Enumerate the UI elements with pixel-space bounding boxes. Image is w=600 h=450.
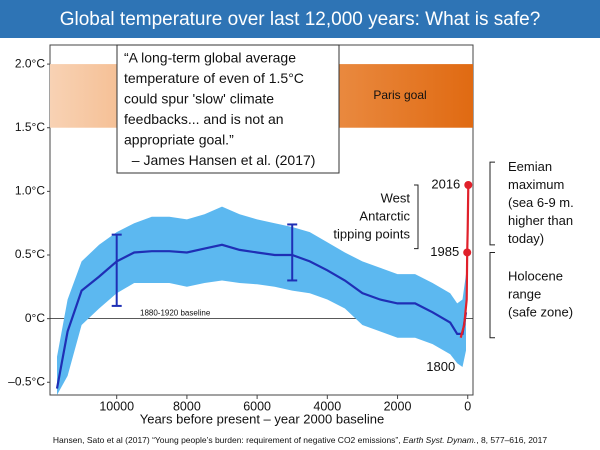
quote-line: feedbacks... and is not an <box>124 111 284 127</box>
bracket-label: tipping points <box>333 226 410 241</box>
point-label: 2016 <box>431 176 460 191</box>
point-label: 1985 <box>430 244 459 259</box>
bracket-label: (safe zone) <box>508 305 573 320</box>
point-label: 1800 <box>426 359 455 374</box>
citation: Hansen, Sato et al (2017) “Young people’… <box>53 435 548 445</box>
x-tick-label: 8000 <box>173 399 201 413</box>
y-tick-label: 1.5°C <box>15 120 45 134</box>
bracket <box>489 251 495 339</box>
bracket-label: higher than <box>508 213 573 228</box>
citation-journal: Earth Syst. Dynam. <box>403 435 476 445</box>
quote-line: – James Hansen et al. (2017) <box>124 152 315 168</box>
quote-box <box>116 44 340 174</box>
x-tick-label: 4000 <box>313 399 341 413</box>
baseline-label: 1880-1920 baseline <box>140 309 211 318</box>
bracket-label: Eemian <box>508 159 552 174</box>
quote-line: “A long-term global average <box>124 50 296 66</box>
bracket-label: today) <box>508 231 544 246</box>
point-marker <box>464 181 473 189</box>
uncertainty-band <box>57 206 466 395</box>
citation-part: Hansen, Sato et al (2017) “Young people’… <box>53 435 403 445</box>
bracket-label: (sea 6-9 m. <box>508 195 574 210</box>
y-tick-label: 2.0°C <box>15 56 45 70</box>
quote-line: could spur 'slow' climate <box>124 91 274 107</box>
y-tick-label: 0.5°C <box>15 247 45 261</box>
bracket-label: Antarctic <box>359 208 410 223</box>
bracket-label: maximum <box>508 177 564 192</box>
y-tick-label: –0.5°C <box>8 374 45 388</box>
citation-part: , 8, 577–616, 2017 <box>476 435 547 445</box>
bracket-label: range <box>508 287 541 302</box>
bracket-label: West <box>381 190 411 205</box>
x-tick-label: 2000 <box>384 399 412 413</box>
bracket <box>414 184 419 250</box>
quote-line: appropriate goal.” <box>124 132 234 148</box>
y-tick-label: 1.0°C <box>15 184 45 198</box>
quote-line: temperature of even of 1.5°C <box>124 70 304 86</box>
chart-title: Global temperature over last 12,000 year… <box>60 9 541 30</box>
bracket-label: Holocene <box>508 269 563 284</box>
point-marker <box>463 248 472 257</box>
x-axis-label: Years before present – year 2000 baselin… <box>140 411 385 426</box>
title-bar <box>0 0 600 38</box>
paris-goal-label: Paris goal <box>373 88 426 102</box>
y-tick-label: 0°C <box>25 311 45 325</box>
bracket <box>489 161 495 246</box>
x-tick-label: 0 <box>464 399 471 413</box>
modern-line <box>459 184 470 338</box>
x-tick-label: 10000 <box>99 399 134 413</box>
mean-line <box>55 243 468 389</box>
x-tick-label: 6000 <box>243 399 271 413</box>
